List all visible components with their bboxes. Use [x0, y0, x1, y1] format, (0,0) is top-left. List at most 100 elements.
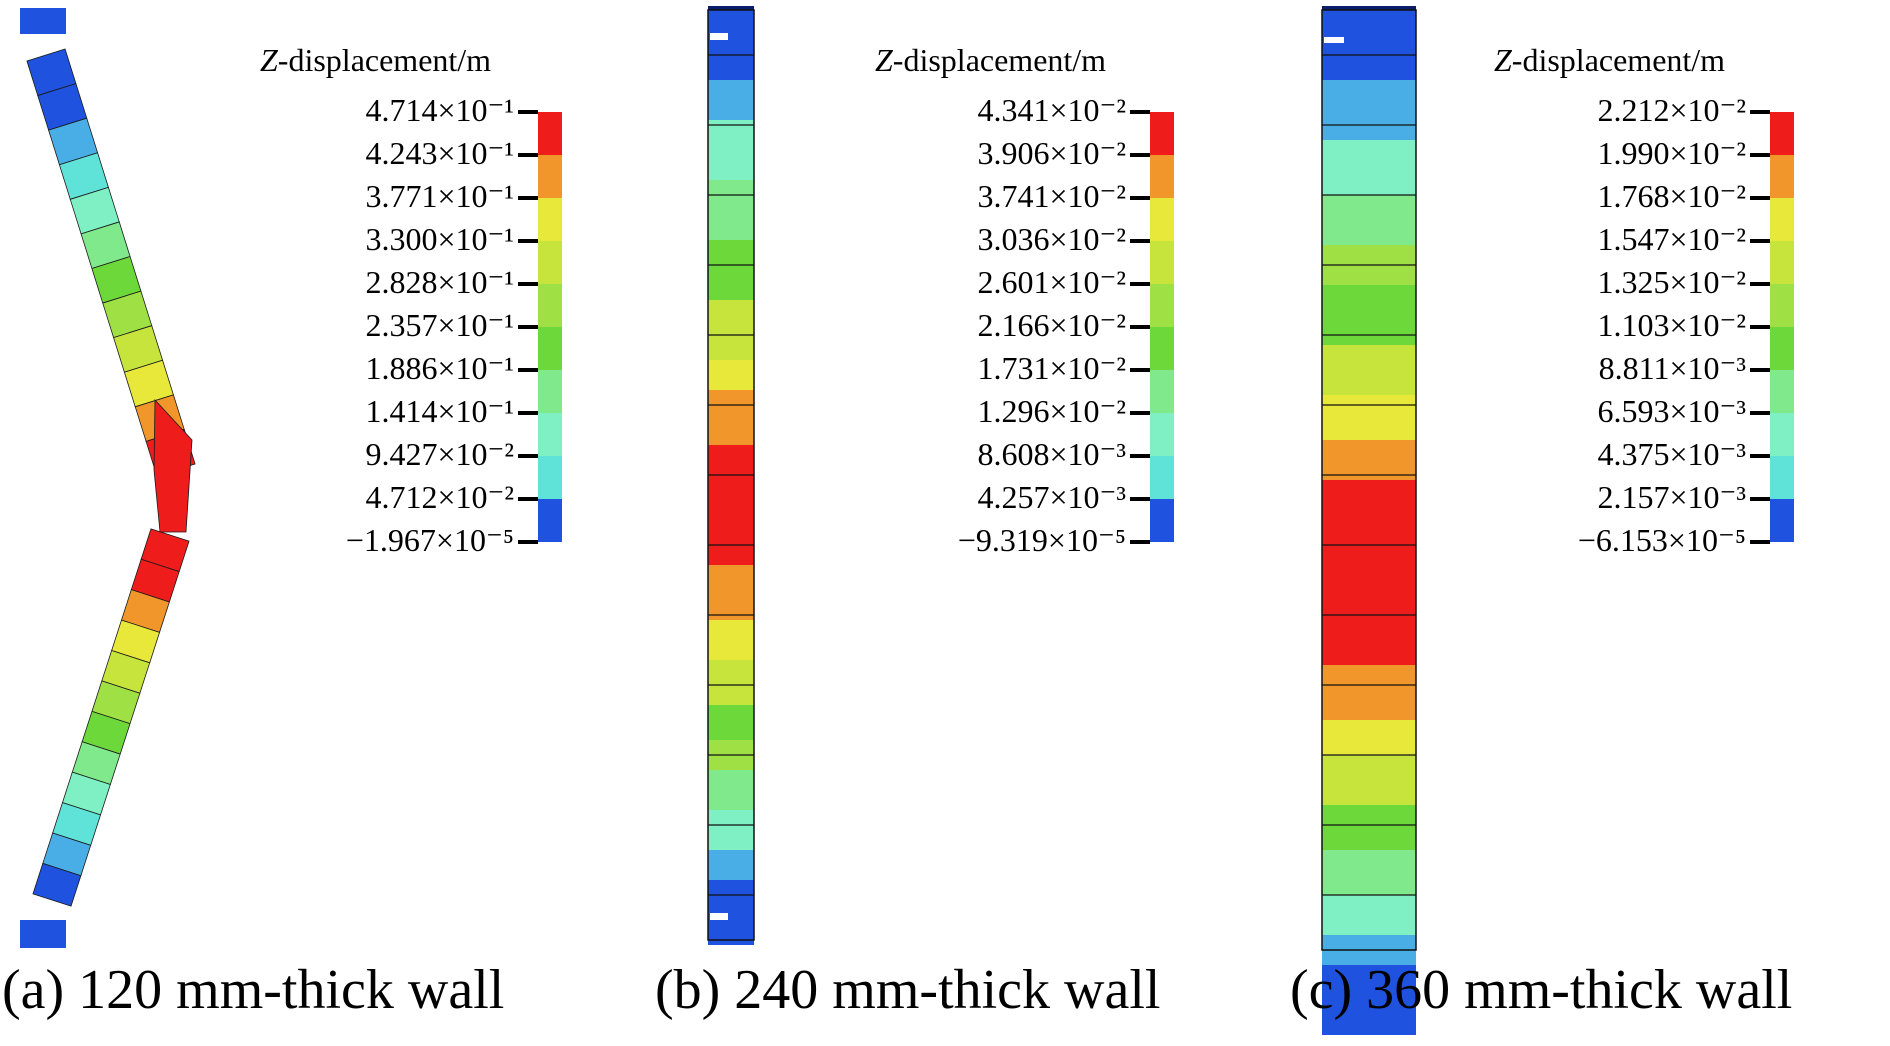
legend-tick-label: 1.296×10⁻²	[977, 393, 1126, 429]
legend-tick-mark	[1130, 497, 1150, 501]
color-scale-segment	[1150, 370, 1174, 413]
legend-tick-mark	[1130, 153, 1150, 157]
wall-contour-360mm	[1321, 6, 1417, 1035]
wall-band	[708, 705, 754, 740]
caption-120mm: (a) 120 mm-thick wall	[2, 959, 505, 1021]
caption-360mm: (c) 360 mm-thick wall	[1290, 959, 1793, 1021]
legend-title-rest: -displacement/m	[1511, 42, 1726, 78]
wall-band	[708, 445, 754, 565]
legend-tick-mark	[1130, 368, 1150, 372]
legend-tick-label: 2.212×10⁻²	[1597, 92, 1746, 128]
wall-band	[708, 10, 754, 80]
legend-tick-label: 3.300×10⁻¹	[365, 221, 514, 257]
top-support-block	[20, 8, 66, 34]
color-scale-bar	[1770, 112, 1794, 542]
legend-tick-mark	[1130, 282, 1150, 286]
color-scale-segment	[538, 327, 562, 370]
legend-tick-mark	[1130, 110, 1150, 114]
legend-tick-mark	[1750, 153, 1770, 157]
legend-tick-mark	[518, 411, 538, 415]
wall-band	[1322, 480, 1416, 665]
wall-band	[708, 770, 754, 810]
legend-tick-mark	[518, 239, 538, 243]
caption-240mm: (b) 240 mm-thick wall	[655, 959, 1161, 1021]
legend-title: Z-displacement/m	[260, 42, 491, 79]
wall-border	[707, 9, 755, 941]
legend-title-rest: -displacement/m	[892, 42, 1107, 78]
legend-title-italic: Z	[875, 42, 893, 78]
wall-band	[1322, 665, 1416, 720]
color-scale-segment	[1770, 370, 1794, 413]
wall-band	[1322, 140, 1416, 195]
color-scale-segment	[1770, 413, 1794, 456]
wall-band	[1322, 805, 1416, 850]
wall-band	[1322, 850, 1416, 895]
color-scale-bar	[1150, 112, 1174, 542]
legend-tick-label: 4.375×10⁻³	[1597, 436, 1746, 472]
color-scale-segment	[1770, 155, 1794, 198]
bottom-support-block	[20, 920, 66, 948]
legend-tick-mark	[1750, 325, 1770, 329]
support-notch	[1324, 37, 1344, 43]
legend-tick-mark	[1750, 497, 1770, 501]
panel-240mm-wall: Z-displacement/m (b) 240 mm-thick wall 4…	[630, 0, 1260, 1046]
wall-contour-120mm	[20, 8, 196, 948]
color-scale-segment	[538, 198, 562, 241]
legend-tick-label: −6.153×10⁻⁵	[1577, 522, 1746, 558]
legend-tick-mark	[1750, 196, 1770, 200]
legend-tick-mark	[1750, 282, 1770, 286]
legend-tick-label: 2.828×10⁻¹	[365, 264, 514, 300]
legend-tick-label: 2.601×10⁻²	[977, 264, 1126, 300]
legend-tick-label: 4.712×10⁻²	[365, 479, 514, 515]
color-scale-segment	[538, 112, 562, 155]
legend-tick-mark	[1750, 368, 1770, 372]
wall-band	[1322, 720, 1416, 755]
wall-segment-lower	[32, 862, 82, 907]
wall-band	[1322, 345, 1416, 395]
wall-band	[708, 80, 754, 120]
color-scale-segment	[1770, 456, 1794, 499]
color-scale-segment	[1150, 413, 1174, 456]
color-scale-segment	[538, 241, 562, 284]
legend-tick-mark	[1130, 196, 1150, 200]
legend-tick-label: 9.427×10⁻²	[365, 436, 514, 472]
color-scale-segment	[1150, 155, 1174, 198]
wall-band	[708, 620, 754, 660]
wall-band	[1322, 80, 1416, 140]
panel-360mm-wall: Z-displacement/m (c) 360 mm-thick wall 2…	[1260, 0, 1890, 1046]
color-scale-segment	[1770, 499, 1794, 542]
legend-tick-mark	[1130, 411, 1150, 415]
wall-band	[708, 300, 754, 360]
legend-tick-label: 2.157×10⁻³	[1597, 479, 1746, 515]
color-scale-segment	[1150, 241, 1174, 284]
legend-tick-mark	[518, 368, 538, 372]
legend-tick-mark	[1750, 110, 1770, 114]
color-scale-segment	[538, 155, 562, 198]
legend-tick-mark	[518, 153, 538, 157]
legend-tick-mark	[518, 454, 538, 458]
legend-tick-mark	[1130, 239, 1150, 243]
panel-120mm-wall: Z-displacement/m (a) 120 mm-thick wall 4…	[0, 0, 630, 1046]
legend-tick-label: 1.886×10⁻¹	[365, 350, 514, 386]
wall-band	[708, 660, 754, 705]
color-scale-segment	[1150, 112, 1174, 155]
wall-band	[708, 390, 754, 445]
color-scale-segment	[1150, 284, 1174, 327]
color-scale-segment	[1150, 456, 1174, 499]
color-scale-segment	[1150, 499, 1174, 542]
wall-band	[1322, 10, 1416, 50]
legend-tick-label: 1.325×10⁻²	[1597, 264, 1746, 300]
color-scale-segment	[538, 370, 562, 413]
color-scale-segment	[538, 499, 562, 542]
color-scale-segment	[538, 456, 562, 499]
color-scale-segment	[1770, 241, 1794, 284]
legend-tick-label: 1.768×10⁻²	[1597, 178, 1746, 214]
legend-tick-label: 1.731×10⁻²	[977, 350, 1126, 386]
legend-title: Z-displacement/m	[875, 42, 1106, 79]
color-scale-segment	[538, 284, 562, 327]
wall-band	[1322, 755, 1416, 805]
legend-title-italic: Z	[260, 42, 278, 78]
legend-tick-label: 3.036×10⁻²	[977, 221, 1126, 257]
wall-band	[1322, 395, 1416, 440]
color-scale-bar	[538, 112, 562, 542]
